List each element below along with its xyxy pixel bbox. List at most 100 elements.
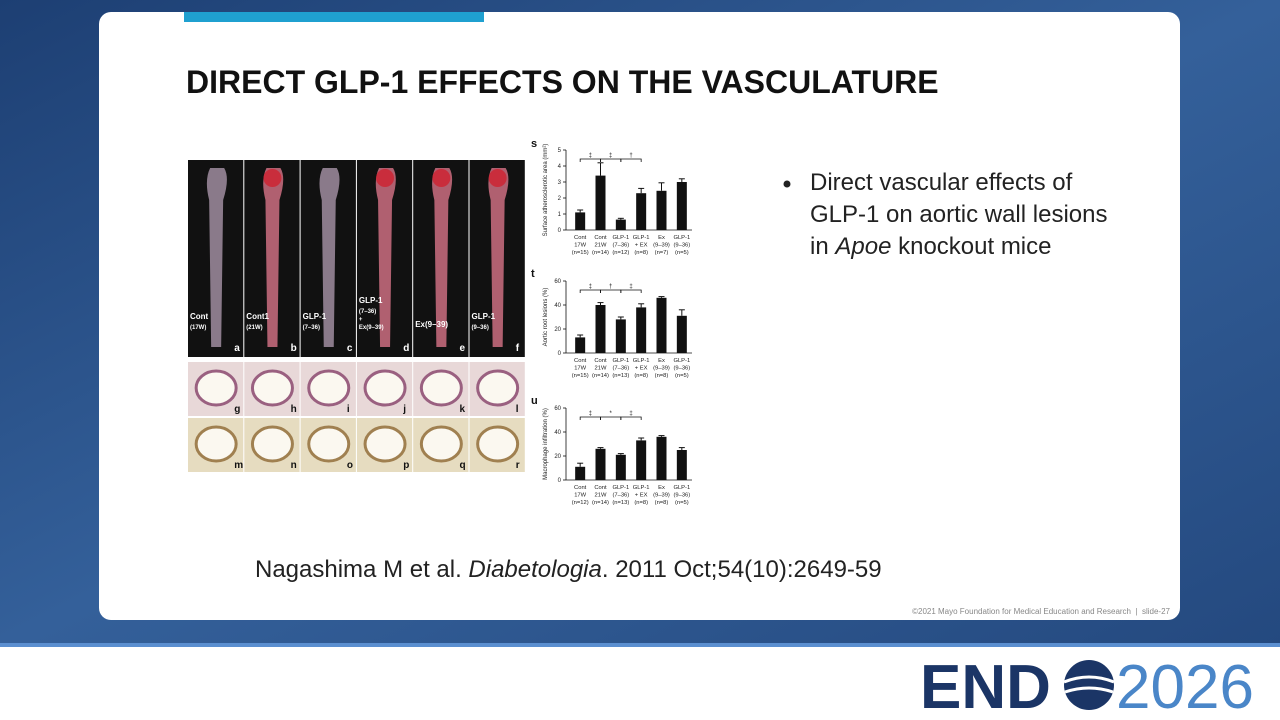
panel-caption: GLP-1 [472, 312, 496, 321]
bar [595, 305, 606, 353]
chart-letter: u [531, 395, 538, 407]
x-tick-label: 21W [595, 366, 607, 372]
x-tick-label: (n=15) [572, 373, 589, 379]
bar [615, 454, 626, 480]
bar [676, 315, 687, 353]
significance-bracket [620, 416, 642, 420]
x-tick-label: Cont [574, 235, 587, 241]
bullet-part: Direct vascular effects of GLP-1 on aort… [810, 169, 1115, 260]
bar [595, 448, 606, 480]
x-tick-label: GLP-1 [673, 358, 690, 364]
y-tick-label: 4 [558, 164, 562, 170]
x-tick-label: (n=8) [634, 500, 648, 506]
x-tick-label: (n=5) [675, 500, 689, 506]
x-tick-label: (n=8) [634, 250, 648, 256]
panel-letter: g [234, 404, 240, 415]
y-tick-label: 20 [554, 454, 561, 460]
bullet-italic: Apoe [835, 233, 892, 260]
logo-globe [1063, 660, 1115, 710]
x-tick-label: 17W [574, 366, 586, 372]
y-tick-label: 20 [554, 327, 561, 333]
section-image [250, 369, 294, 407]
x-tick-label: GLP-1 [673, 485, 690, 491]
divider [0, 643, 1280, 647]
significance-label: † [629, 153, 632, 159]
panel-caption: Ex(9–39) [359, 325, 384, 331]
panel-letter: f [516, 343, 520, 354]
x-tick-label: Ex [658, 485, 665, 491]
x-tick-label: GLP-1 [612, 358, 629, 364]
x-tick-label: (7–36) [612, 243, 629, 249]
section-image [307, 425, 351, 463]
y-tick-label: 0 [558, 478, 562, 484]
significance-label: * [609, 411, 612, 417]
x-tick-label: (n=8) [655, 373, 669, 379]
lesion [376, 169, 395, 187]
x-tick-label: + EX [635, 366, 648, 372]
aorta-image [488, 168, 509, 347]
section-image [476, 369, 520, 407]
panel-caption: (21W) [246, 325, 262, 331]
x-tick-label: (9–39) [653, 493, 670, 499]
aorta-image [319, 168, 340, 347]
x-tick-label: + EX [635, 493, 648, 499]
section-image [194, 369, 238, 407]
y-axis-label: Macrophage infiltration (%) [543, 408, 549, 480]
lesion [488, 169, 507, 187]
panel-letter: r [516, 460, 520, 471]
bar [615, 319, 626, 353]
panel-letter: d [403, 343, 409, 354]
section-image [476, 425, 520, 463]
x-tick-label: Cont [574, 485, 587, 491]
citation: Nagashima M et al. Diabetologia. 2011 Oc… [255, 556, 882, 583]
aorta-image [206, 168, 227, 347]
x-tick-label: (9–39) [653, 243, 670, 249]
x-tick-label: 21W [595, 493, 607, 499]
slide-title: DIRECT GLP-1 EFFECTS ON THE VASCULATURE [186, 64, 939, 100]
panel-letter: h [291, 404, 297, 415]
x-tick-label: (n=13) [612, 500, 629, 506]
panel-caption: GLP-1 [303, 312, 327, 321]
x-tick-label: Ex [658, 358, 665, 364]
citation-authors: Nagashima M et al. [255, 556, 468, 583]
panel-letter: l [516, 404, 519, 415]
bar [656, 436, 667, 480]
x-tick-label: (9–36) [673, 243, 690, 249]
panel-caption: Cont1 [246, 312, 269, 321]
x-tick-label: (9–36) [673, 366, 690, 372]
y-tick-label: 3 [558, 180, 562, 186]
bar [575, 337, 586, 353]
x-tick-label: (9–36) [673, 493, 690, 499]
y-tick-label: 1 [558, 212, 562, 218]
x-tick-label: 17W [574, 243, 586, 249]
section-image [363, 369, 407, 407]
x-tick-label: GLP-1 [633, 358, 650, 364]
bar [615, 219, 626, 230]
lesion [432, 169, 451, 187]
panel-letter: o [347, 460, 353, 471]
section-image [250, 425, 294, 463]
section-image [194, 425, 238, 463]
panel-caption: GLP-1 [359, 296, 383, 305]
footer-text: ©2021 Mayo Foundation for Medical Educat… [912, 607, 1170, 616]
figure: Cont(17W)aCont1(21W)bGLP-1(7–36)cGLP-1(7… [188, 138, 692, 506]
y-axis-label: Aortic root lesions (%) [543, 288, 549, 347]
panel-letter: b [291, 343, 297, 354]
lesion [263, 169, 282, 187]
x-tick-label: (n=15) [572, 250, 589, 256]
x-tick-label: (7–36) [612, 493, 629, 499]
x-tick-label: GLP-1 [673, 235, 690, 241]
y-tick-label: 2 [558, 196, 562, 202]
significance-label: † [609, 284, 612, 290]
x-tick-label: (n=8) [634, 373, 648, 379]
x-tick-label: (n=14) [592, 250, 609, 256]
panel-letter: j [402, 404, 406, 415]
logo-right: 2026 [1116, 653, 1254, 720]
bar [636, 440, 647, 480]
significance-bracket [620, 158, 642, 162]
x-tick-label: (n=5) [675, 250, 689, 256]
x-tick-label: Cont [594, 358, 607, 364]
y-tick-label: 5 [558, 148, 562, 154]
